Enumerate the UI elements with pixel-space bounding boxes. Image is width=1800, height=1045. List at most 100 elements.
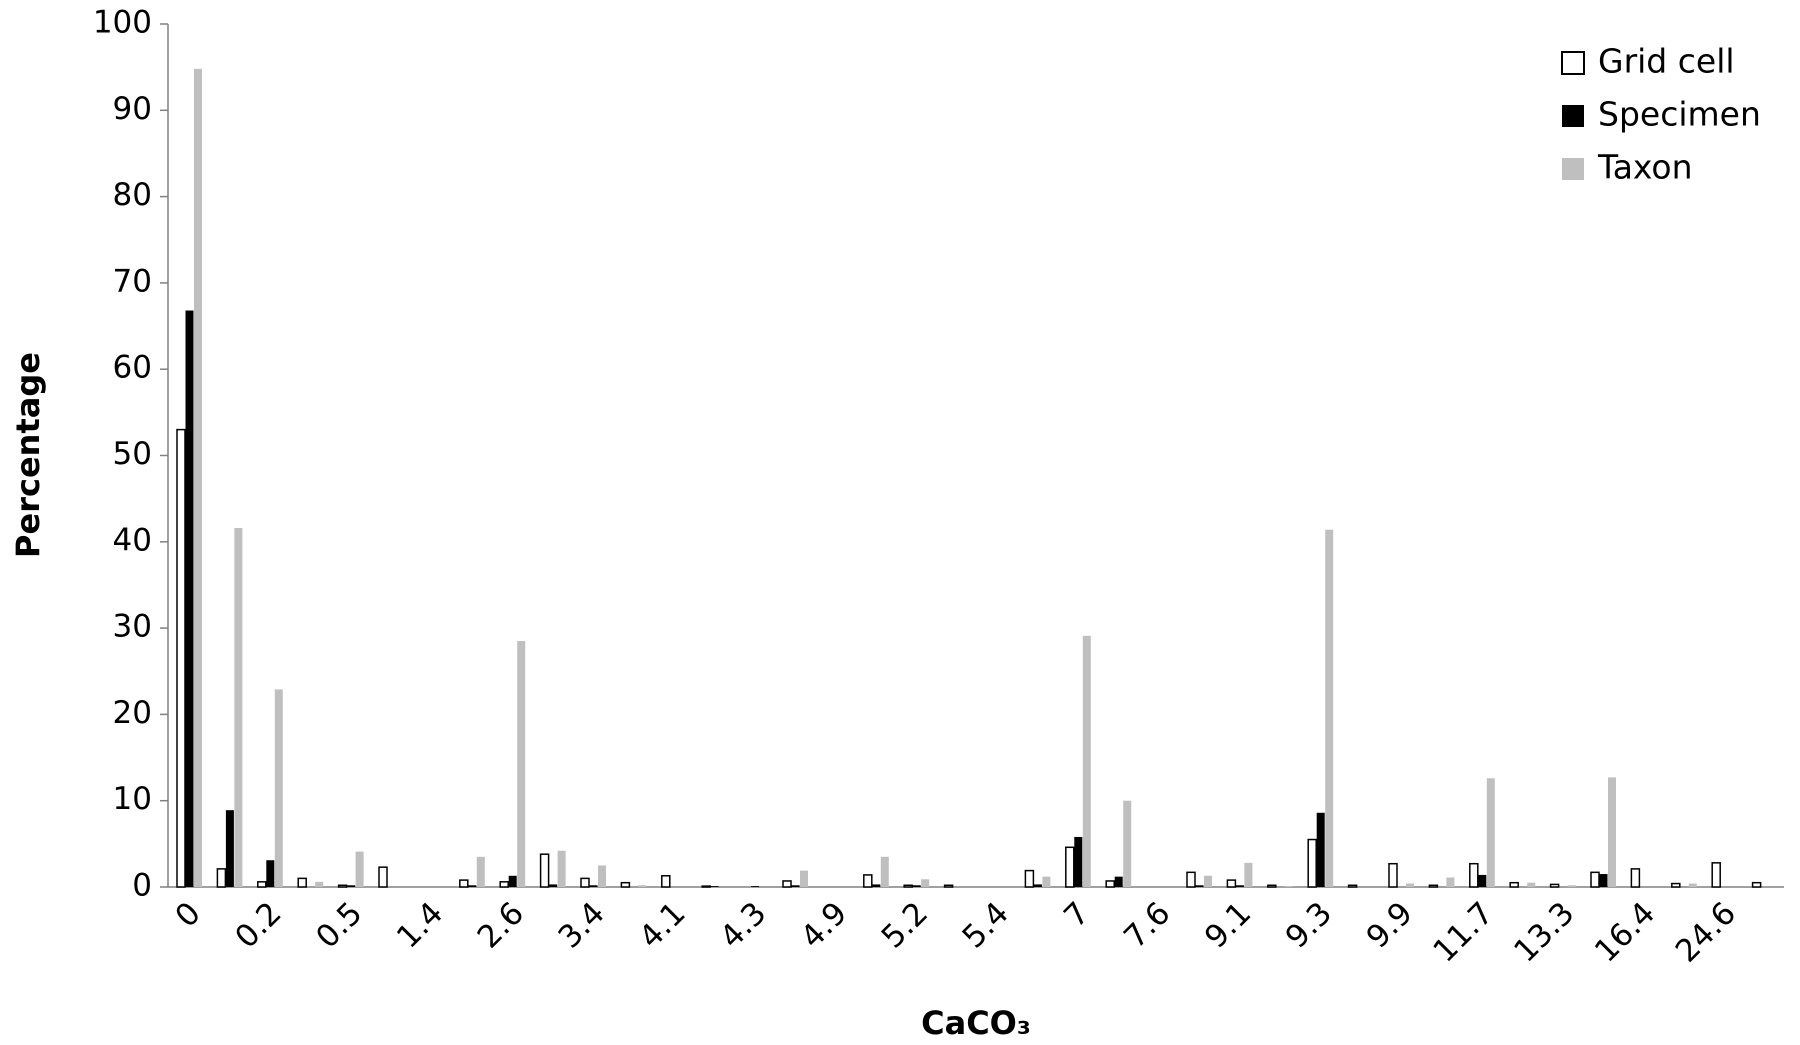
bar <box>508 875 517 887</box>
bar <box>1325 529 1334 887</box>
x-tick-label: 9.1 <box>1198 895 1258 955</box>
bar <box>557 850 566 887</box>
x-axis-title: CaCO₃ <box>921 1004 1031 1042</box>
bar <box>912 885 921 887</box>
bar <box>1388 862 1398 888</box>
bar <box>701 885 711 888</box>
bar <box>1024 869 1035 888</box>
legend-swatch <box>1562 105 1584 127</box>
bar <box>1549 883 1560 888</box>
bar <box>225 810 234 887</box>
bar <box>297 877 307 888</box>
bar <box>539 853 550 888</box>
bar <box>1226 879 1237 888</box>
bar <box>1284 886 1293 887</box>
x-tick-label: 9.3 <box>1279 895 1339 955</box>
x-tick-label: 4.1 <box>632 895 692 955</box>
bar <box>1428 884 1439 888</box>
y-tick-label: 40 <box>113 522 152 558</box>
bar <box>355 851 364 887</box>
bar <box>751 886 760 887</box>
x-tick-label: 24.6 <box>1669 895 1743 969</box>
x-tick-label: 7 <box>1057 895 1096 934</box>
x-tick-label: 1.4 <box>390 895 450 955</box>
bar <box>1567 885 1576 887</box>
bar <box>1042 876 1051 887</box>
bar <box>1065 846 1075 888</box>
legend-label: Grid cell <box>1598 42 1735 81</box>
bar <box>580 877 590 888</box>
bar <box>185 310 194 887</box>
bar <box>863 874 873 888</box>
bar <box>1267 884 1277 888</box>
bar <box>1630 868 1641 888</box>
x-tick-label: 0.5 <box>309 895 369 955</box>
bar <box>903 884 913 888</box>
bar <box>337 884 348 888</box>
bar <box>1608 777 1616 887</box>
bar <box>476 856 485 887</box>
bar <box>589 885 598 887</box>
bar <box>1671 882 1681 888</box>
y-tick-label: 90 <box>113 91 152 127</box>
x-tick-label: 11.7 <box>1426 895 1500 969</box>
x-tick-label: 9.9 <box>1360 895 1420 955</box>
bar <box>800 870 808 887</box>
x-tick-label: 16.4 <box>1588 895 1662 969</box>
bar <box>468 885 477 887</box>
bar <box>1527 882 1536 887</box>
bar <box>1244 862 1253 887</box>
bar <box>1446 877 1455 887</box>
x-tick-label: 13.3 <box>1507 895 1581 969</box>
bar <box>1509 881 1519 888</box>
bar <box>459 879 469 888</box>
bar <box>257 881 267 888</box>
bar <box>1599 874 1608 887</box>
bar <box>943 884 954 888</box>
bar <box>598 865 606 887</box>
bar <box>274 689 283 887</box>
x-tick-label: 4.3 <box>713 895 773 955</box>
y-tick-label: 60 <box>113 350 152 386</box>
x-tick-label: 0 <box>168 895 207 934</box>
bar <box>1711 862 1721 888</box>
legend-swatch <box>1562 158 1584 180</box>
bar <box>791 885 800 887</box>
bar <box>880 856 889 887</box>
bar <box>661 875 671 888</box>
bar <box>1486 778 1495 887</box>
bar <box>1235 885 1244 887</box>
legend-swatch <box>1561 51 1585 75</box>
x-tick-label: 5.2 <box>875 895 935 955</box>
bar <box>1074 836 1083 887</box>
x-tick-label: 4.9 <box>794 895 854 955</box>
bar <box>620 881 631 888</box>
bar <box>266 860 275 887</box>
bar <box>194 68 202 888</box>
legend-label: Taxon <box>1597 148 1693 187</box>
bar <box>1347 884 1358 888</box>
x-tick-label: 0.2 <box>228 895 288 955</box>
bar <box>176 428 186 888</box>
bar <box>638 885 647 887</box>
y-tick-label: 80 <box>113 177 152 213</box>
bar <box>710 886 719 887</box>
bar <box>1123 800 1132 887</box>
bar <box>1751 881 1762 888</box>
bar <box>1688 883 1697 887</box>
bar <box>1105 880 1115 888</box>
y-tick-label: 30 <box>113 609 152 645</box>
bar <box>234 527 243 887</box>
x-tick-label: 2.6 <box>471 895 531 955</box>
bar <box>499 881 509 888</box>
bar <box>1195 885 1204 887</box>
x-tick-label: 3.4 <box>552 895 612 955</box>
y-tick-label: 70 <box>113 263 152 299</box>
x-tick-label: 5.4 <box>956 895 1016 955</box>
y-tick-label: 100 <box>93 5 152 41</box>
y-tick-label: 0 <box>132 868 152 904</box>
bar <box>1307 838 1317 888</box>
y-tick-label: 10 <box>113 781 152 817</box>
bar <box>549 884 558 887</box>
bar <box>921 879 930 887</box>
